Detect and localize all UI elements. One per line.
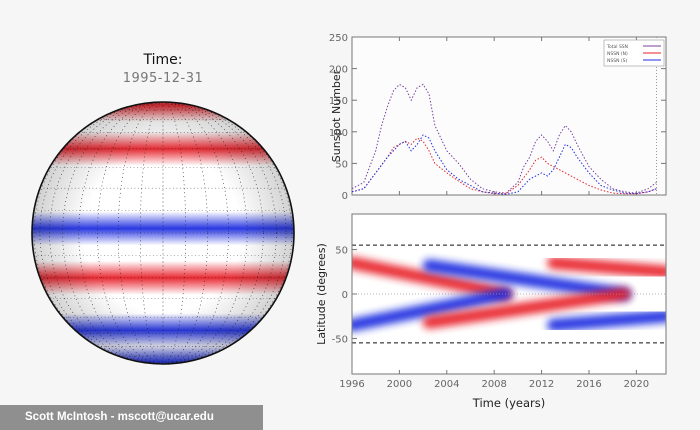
x-tick-label: 2000 (387, 379, 412, 390)
y-tick-label: 0 (342, 290, 348, 301)
y-tick-label: 50 (335, 246, 348, 257)
y-tick-label: 150 (329, 96, 348, 107)
y-tick-label: 200 (329, 65, 348, 76)
globe-outline (31, 101, 295, 365)
legend-box (603, 39, 665, 67)
butterfly-band-south (547, 310, 666, 332)
butterfly-band-north (352, 256, 513, 301)
x-tick-label: 2008 (481, 379, 506, 390)
butterfly-band-south (422, 259, 631, 301)
sunspot-y-axis-label: Sunspot Number (330, 69, 343, 162)
butterfly-x-axis-label: Time (years) (472, 396, 545, 410)
y-tick-label: -50 (332, 334, 348, 345)
globe-shading (32, 102, 294, 364)
legend-label: Total SSN (606, 44, 628, 50)
y-tick-label: 250 (329, 33, 348, 44)
butterfly-band-south (352, 287, 513, 332)
legend-label: NSSN (N) (607, 51, 628, 57)
series-line-total (352, 83, 657, 194)
x-tick-label: 2016 (576, 379, 601, 390)
butterfly-band-north (547, 256, 666, 278)
y-tick-label: 50 (335, 159, 348, 170)
butterfly-y-axis-label: Latitude (degrees) (315, 243, 328, 345)
time-value: 1995-12-31 (122, 71, 204, 86)
y-tick-label: 100 (329, 128, 348, 139)
x-tick-label: 1996 (339, 379, 364, 390)
legend-label: NSSN (S) (607, 58, 627, 64)
x-tick-label: 2004 (434, 379, 459, 390)
x-tick-label: 2012 (529, 379, 554, 390)
x-tick-label: 2020 (624, 379, 649, 390)
series-line-north (352, 137, 657, 195)
credit-banner: Scott McIntosh - mscott@ucar.edu (0, 405, 263, 430)
time-label: Time: (143, 52, 183, 68)
butterfly-band-north (422, 287, 631, 329)
butterfly-bands (352, 214, 666, 374)
series-line-south (352, 134, 657, 195)
y-tick-label: 0 (342, 191, 348, 202)
